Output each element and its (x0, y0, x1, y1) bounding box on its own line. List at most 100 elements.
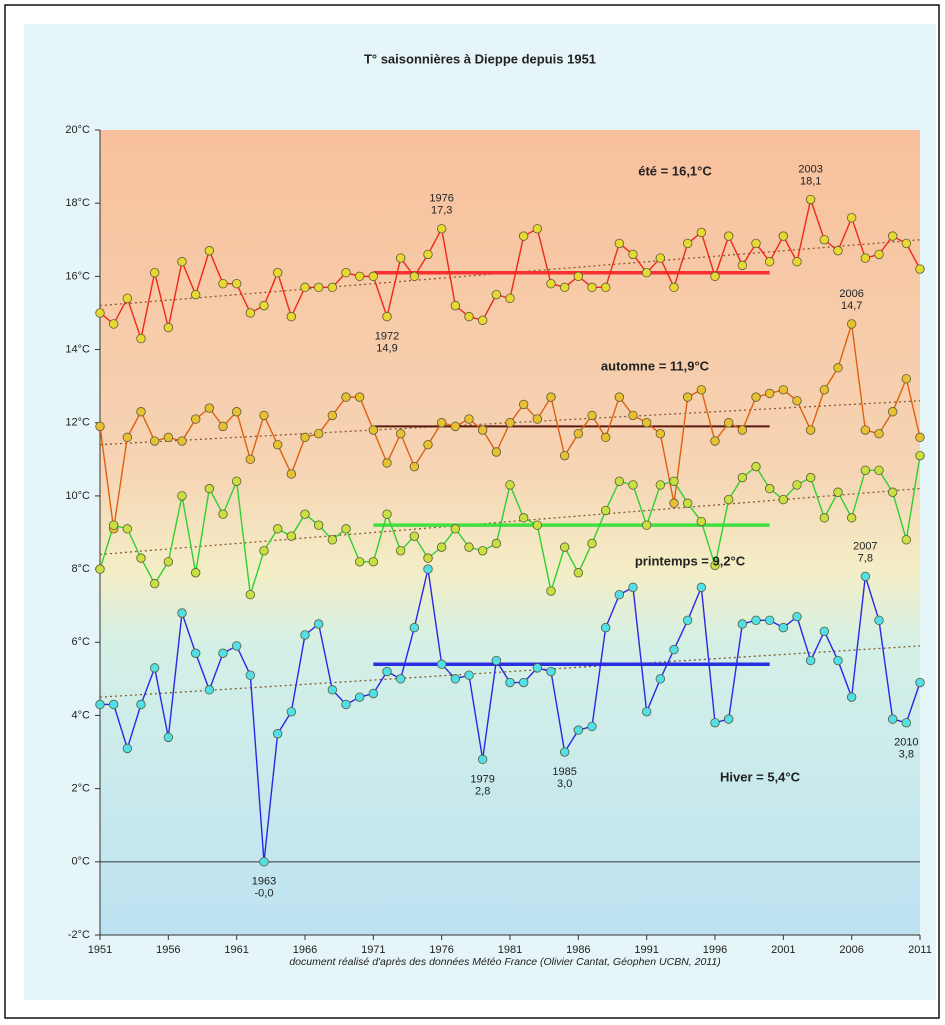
data-point (436, 659, 447, 669)
data-point (368, 557, 379, 567)
data-point (573, 271, 584, 282)
annotation-year: 1963 (252, 876, 276, 888)
data-point (614, 392, 625, 402)
data-point (696, 516, 707, 527)
data-point (778, 494, 789, 505)
trend-line (99, 645, 921, 698)
annotation-year: 1985 (552, 766, 576, 778)
data-point (764, 388, 775, 399)
data-point (778, 231, 789, 241)
data-point (915, 264, 925, 274)
data-point (163, 732, 174, 743)
annotation-year: 1979 (470, 773, 494, 785)
data-point (737, 425, 748, 435)
data-point (641, 268, 652, 278)
data-point (901, 718, 912, 728)
data-point (354, 557, 365, 567)
data-point (190, 648, 201, 658)
data-point (710, 271, 720, 282)
data-point (286, 469, 297, 479)
data-point (341, 392, 351, 402)
data-point (600, 622, 611, 633)
data-point (259, 300, 269, 311)
data-point (641, 520, 652, 530)
data-point (559, 282, 570, 293)
y-tick-label: 6°C (72, 636, 91, 648)
data-point (764, 615, 775, 626)
data-point (546, 586, 556, 596)
data-point (792, 257, 802, 267)
data-point (546, 666, 556, 677)
data-point (655, 674, 666, 684)
data-point (669, 476, 679, 486)
caption: document réalisé d'après des données Mét… (289, 956, 720, 968)
annotation-year: 1972 (375, 331, 399, 343)
data-point (409, 622, 420, 633)
data-point (368, 425, 379, 435)
data-point (259, 857, 269, 867)
x-tick-label: 1971 (361, 944, 385, 956)
data-point (546, 392, 556, 402)
data-point (272, 268, 283, 278)
data-point (491, 538, 502, 549)
data-point (751, 392, 761, 402)
data-point (505, 418, 515, 428)
data-point (792, 396, 802, 406)
data-point (204, 483, 215, 494)
data-point (436, 224, 447, 234)
data-point (915, 450, 925, 461)
data-point (600, 282, 611, 293)
data-point (751, 461, 761, 472)
data-point (354, 392, 365, 402)
y-tick-label: 0°C (72, 856, 91, 868)
x-tick-label: 1951 (88, 944, 112, 956)
data-point (108, 520, 119, 530)
y-tick-label: 18°C (65, 197, 90, 209)
data-point (95, 699, 105, 710)
data-label: 14,7 (841, 300, 862, 312)
data-point (901, 374, 912, 384)
data-point (423, 439, 433, 450)
data-point (122, 524, 133, 534)
data-point (136, 699, 146, 710)
x-tick-label: 1976 (429, 944, 453, 956)
normal-label: printemps = 9,2°C (635, 553, 746, 568)
data-point (354, 271, 365, 282)
data-point (382, 311, 392, 322)
data-point (149, 579, 160, 589)
data-point (259, 546, 269, 556)
data-point (436, 542, 447, 552)
data-point (95, 564, 105, 574)
y-tick-label: 4°C (72, 709, 91, 721)
data-point (723, 714, 734, 724)
data-point (368, 688, 379, 699)
data-point (518, 513, 529, 523)
data-point (477, 315, 488, 325)
data-point (423, 249, 433, 260)
data-point (423, 553, 433, 563)
data-point (614, 590, 625, 600)
data-label: 2,8 (475, 785, 490, 797)
data-point (819, 513, 830, 523)
data-label: 3,0 (557, 778, 572, 790)
data-point (218, 421, 228, 432)
data-point (874, 465, 884, 475)
data-point (149, 436, 160, 446)
y-tick-label: 12°C (65, 417, 90, 429)
data-point (874, 429, 884, 439)
data-point (190, 568, 201, 578)
data-point (860, 425, 871, 435)
data-point (190, 414, 201, 424)
data-point (163, 557, 174, 567)
data-point (341, 524, 351, 534)
data-point (587, 282, 597, 293)
data-point (628, 582, 638, 593)
data-point (177, 436, 187, 446)
data-point (300, 509, 310, 519)
data-point (409, 461, 420, 472)
data-point (464, 311, 474, 322)
data-point (204, 246, 215, 256)
data-point (368, 271, 379, 282)
data-point (600, 432, 611, 443)
data-point (491, 289, 502, 300)
